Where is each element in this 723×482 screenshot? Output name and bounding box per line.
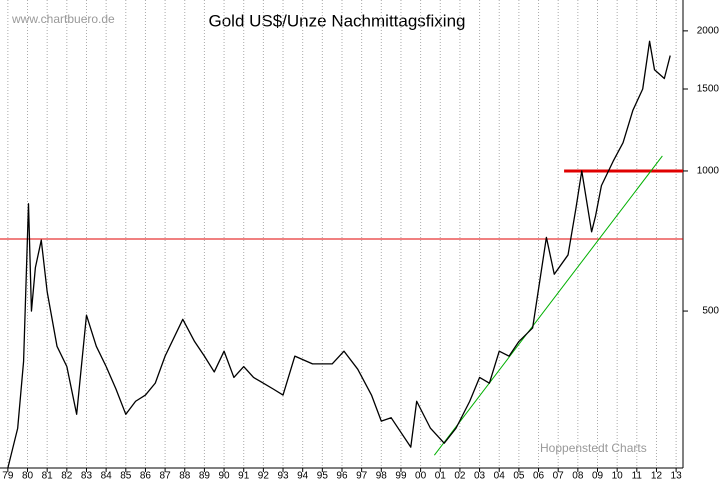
x-tick-label: 79 (2, 471, 14, 482)
x-tick-label: 08 (572, 471, 584, 482)
x-tick-label: 89 (199, 471, 211, 482)
x-tick-label: 92 (258, 471, 270, 482)
x-tick-label: 96 (336, 471, 348, 482)
y-tick-label: 1000 (697, 166, 720, 177)
x-tick-label: 05 (513, 471, 525, 482)
y-tick-label: 1500 (697, 84, 720, 95)
x-tick-label: 10 (612, 471, 624, 482)
x-tick-label: 09 (592, 471, 604, 482)
x-tick-label: 87 (160, 471, 172, 482)
x-tick-label: 82 (61, 471, 73, 482)
x-tick-label: 98 (376, 471, 388, 482)
x-tick-label: 80 (22, 471, 34, 482)
x-tick-label: 12 (651, 471, 663, 482)
x-tick-label: 02 (454, 471, 466, 482)
x-tick-label: 94 (297, 471, 309, 482)
x-tick-label: 84 (101, 471, 113, 482)
source-note: Hoppenstedt Charts (540, 441, 647, 455)
plot-area (0, 0, 688, 472)
y-tick-label: 2000 (697, 26, 720, 37)
chart-title: Gold US$/Unze Nachmittagsfixing (208, 11, 465, 30)
x-tick-label: 01 (435, 471, 447, 482)
x-tick-label: 81 (42, 471, 54, 482)
x-tick-label: 03 (474, 471, 486, 482)
watermark: www.chartbuero.de (11, 12, 115, 26)
x-tick-label: 11 (632, 471, 643, 482)
x-tick-label: 83 (81, 471, 93, 482)
y-tick-label: 500 (702, 306, 719, 317)
x-tick-label: 06 (533, 471, 545, 482)
price-line (7, 40, 671, 469)
x-tick-label: 07 (553, 471, 565, 482)
x-tick-label: 85 (120, 471, 132, 482)
x-tick-label: 90 (219, 471, 231, 482)
x-tick-label: 00 (415, 471, 427, 482)
x-tick-label: 86 (140, 471, 152, 482)
x-tick-label: 91 (238, 471, 250, 482)
x-tick-label: 97 (356, 471, 368, 482)
x-tick-label: 99 (395, 471, 407, 482)
x-tick-label: 95 (317, 471, 329, 482)
trend-line (433, 155, 663, 456)
x-tick-label: 04 (494, 471, 506, 482)
x-tick-label: 93 (277, 471, 289, 482)
x-tick-label: 13 (671, 471, 683, 482)
x-tick-label: 88 (179, 471, 191, 482)
